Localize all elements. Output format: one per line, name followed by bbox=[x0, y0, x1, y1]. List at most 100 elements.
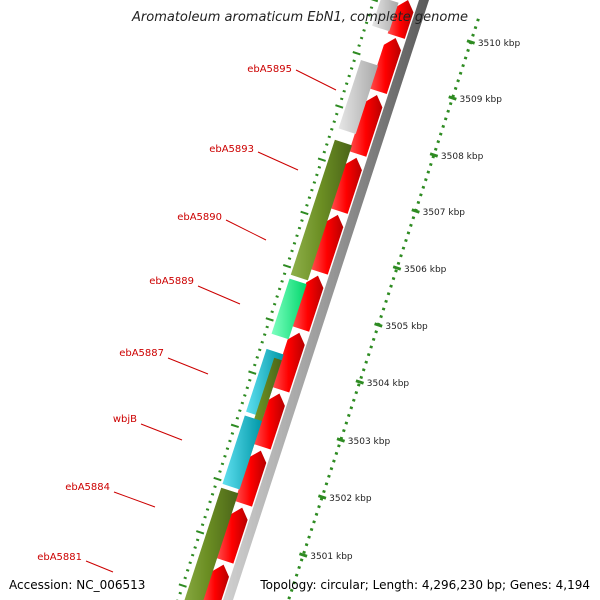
scale-dot bbox=[399, 254, 403, 258]
inner-ring-dot bbox=[347, 74, 351, 78]
inner-ring-dot bbox=[305, 203, 309, 207]
inner-ring-dot bbox=[230, 423, 240, 429]
scale-dot bbox=[394, 269, 398, 273]
gene-label: ebA5890 bbox=[177, 212, 222, 223]
scale-dot bbox=[327, 474, 331, 478]
inner-ring-dot bbox=[357, 44, 361, 48]
inner-ring-dot bbox=[342, 89, 346, 93]
gene-block-olive bbox=[290, 139, 352, 281]
scale-dot bbox=[359, 375, 364, 380]
inner-ring-dot bbox=[245, 386, 250, 390]
inner-ring-dot bbox=[297, 226, 302, 230]
scale-tick-label: 3507 kbp bbox=[423, 208, 466, 218]
inner-ring-dot bbox=[230, 432, 235, 435]
inner-ring-dot bbox=[255, 355, 259, 359]
inner-dotted-ring bbox=[176, 0, 379, 600]
inner-ring-dot bbox=[277, 287, 282, 291]
scale-dot bbox=[411, 216, 416, 220]
forward-cds-arrow bbox=[234, 450, 267, 507]
scale-dot bbox=[351, 398, 356, 402]
inner-ring-dot bbox=[262, 333, 267, 337]
scale-dot bbox=[443, 117, 448, 121]
scale-major-tick bbox=[392, 265, 402, 271]
forward-cds-arrow bbox=[272, 332, 305, 393]
scale-dot bbox=[299, 558, 304, 562]
scale-dot bbox=[391, 276, 396, 281]
scale-dot bbox=[354, 390, 359, 395]
forward-cds-arrow bbox=[310, 214, 344, 275]
forward-cds-arrow bbox=[292, 275, 324, 332]
scale-dot bbox=[409, 223, 413, 227]
inner-ring-dot bbox=[200, 523, 205, 527]
genome-backbone bbox=[223, 0, 429, 600]
scale-dot bbox=[458, 71, 463, 75]
scale-dot bbox=[342, 428, 346, 433]
scale-dot bbox=[344, 421, 349, 425]
scale-tick-label: 3510 kbp bbox=[478, 39, 521, 49]
scale-dot bbox=[304, 543, 309, 547]
inner-ring-dot bbox=[317, 157, 326, 162]
inner-ring-dot bbox=[272, 302, 277, 306]
inner-ring-dot bbox=[359, 36, 364, 40]
inner-ring-dot bbox=[248, 370, 257, 375]
gene-block-grey-top bbox=[372, 0, 399, 32]
gene-block-olive bbox=[184, 487, 239, 600]
inner-ring-dot bbox=[235, 416, 240, 420]
scale-tick-label: 3502 kbp bbox=[329, 494, 372, 504]
gene-label-leader bbox=[295, 69, 337, 91]
forward-cds-arrow bbox=[369, 38, 402, 95]
inner-ring-dot bbox=[213, 485, 217, 489]
inner-ring-dot bbox=[339, 97, 344, 101]
inner-ring-dot bbox=[317, 165, 322, 169]
inner-ring-dot bbox=[265, 317, 274, 322]
scale-dot bbox=[431, 155, 436, 159]
scale-dot bbox=[438, 132, 443, 136]
scale-dot bbox=[332, 459, 336, 463]
inner-ring-dot bbox=[248, 378, 252, 382]
scale-dot bbox=[426, 170, 431, 174]
inner-ring-dot bbox=[195, 530, 205, 535]
scale-dot bbox=[292, 581, 296, 585]
inner-ring-dot bbox=[282, 272, 287, 276]
inner-ring-dot bbox=[352, 59, 356, 63]
gene-label-leader bbox=[197, 285, 241, 305]
inner-ring-dot bbox=[178, 591, 182, 595]
scale-dot bbox=[389, 284, 393, 288]
scale-dot bbox=[294, 573, 299, 577]
inner-ring-dot bbox=[210, 492, 215, 496]
scale-tick-label: 3501 kbp bbox=[310, 552, 353, 562]
inner-ring-dot bbox=[228, 439, 232, 443]
scale-dot bbox=[309, 527, 314, 532]
inner-ring-dot bbox=[362, 29, 366, 32]
inner-ring-dot bbox=[260, 340, 264, 344]
inner-ring-dot bbox=[218, 470, 222, 473]
scale-dot bbox=[317, 505, 321, 509]
inner-ring-dot bbox=[300, 210, 309, 216]
scale-major-tick bbox=[298, 552, 308, 558]
scale-dot bbox=[381, 307, 386, 311]
inner-ring-dot bbox=[330, 127, 334, 131]
scale-dot bbox=[428, 162, 433, 167]
inner-ring-dot bbox=[185, 568, 190, 572]
scale-dot bbox=[366, 352, 371, 357]
scale-dot bbox=[369, 345, 373, 349]
forward-cds-arrow bbox=[253, 393, 285, 450]
scale-dot bbox=[448, 101, 453, 106]
scale-dot bbox=[461, 63, 465, 68]
inner-ring-dot bbox=[220, 462, 225, 466]
kbp-scale-ring: 3510 kbp 3509 kbp 3508 kbp 3507 kbp 3506 kbp… bbox=[287, 18, 521, 600]
scale-dot bbox=[384, 299, 388, 304]
scale-dot bbox=[421, 185, 426, 189]
scale-dot bbox=[416, 200, 421, 205]
scale-dot bbox=[337, 444, 341, 448]
gene-label-leader bbox=[140, 423, 183, 441]
scale-dot bbox=[297, 565, 301, 570]
reverse-gene-track bbox=[184, 0, 399, 600]
inner-ring-dot bbox=[190, 553, 195, 557]
scale-dot bbox=[379, 314, 383, 319]
inner-ring-dot bbox=[178, 583, 187, 588]
forward-cds-arrow bbox=[349, 95, 383, 157]
scale-dot bbox=[456, 79, 460, 83]
inner-ring-dot bbox=[240, 401, 245, 405]
inner-ring-dot bbox=[287, 257, 292, 260]
